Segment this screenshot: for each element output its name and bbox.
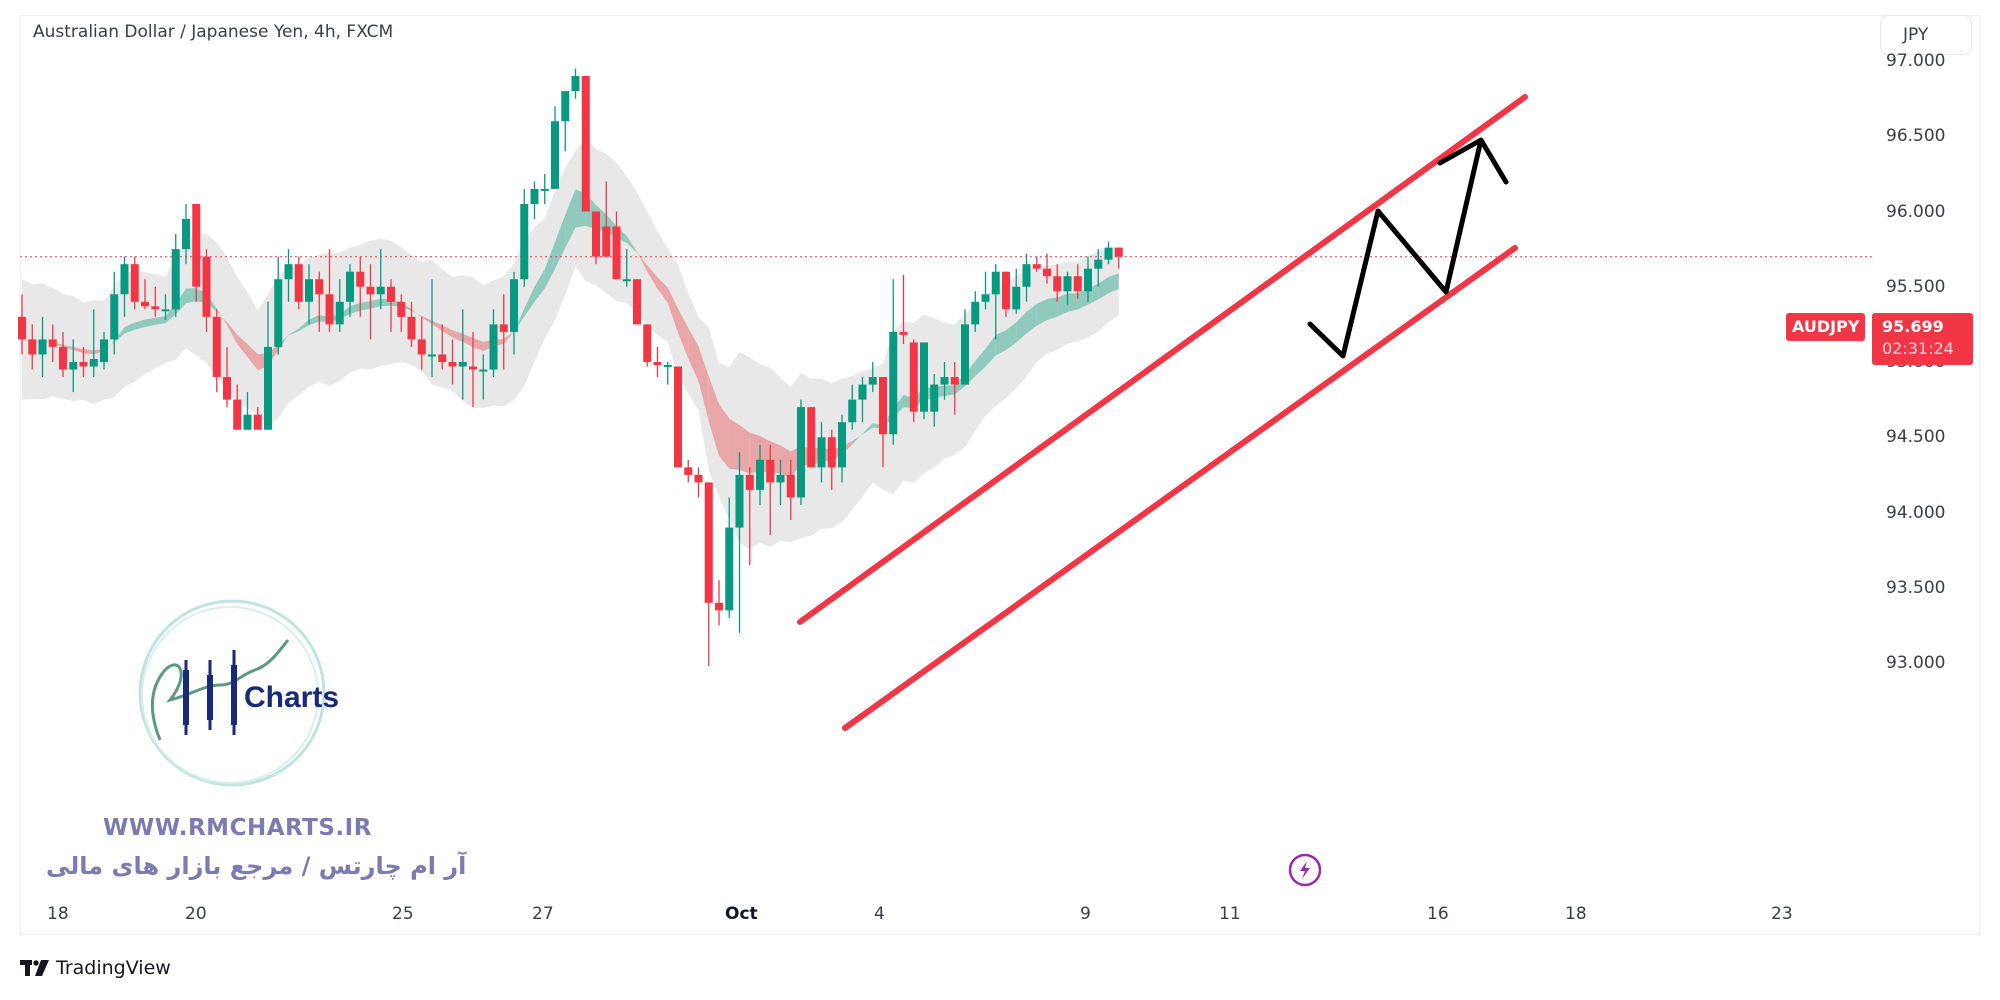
currency-selector[interactable]: JPY [1880, 15, 1972, 55]
time-tick: 9 [1080, 904, 1091, 924]
time-tick: Oct [725, 904, 758, 924]
chart-frame [20, 15, 1980, 935]
price-tick: 94.500 [1886, 427, 1946, 448]
time-tick: 23 [1771, 904, 1793, 924]
price-tick: 93.000 [1886, 653, 1946, 673]
price-tick: 96.500 [1886, 126, 1946, 147]
tradingview-icon [20, 959, 49, 976]
time-tick: 18 [1565, 904, 1587, 924]
time-tick: 27 [532, 904, 554, 924]
time-tick: 20 [185, 904, 207, 924]
time-tick: 25 [392, 904, 414, 924]
lightning-icon[interactable] [1288, 853, 1322, 887]
watermark-url: WWW.RMCHARTS.IR [103, 815, 372, 841]
symbol-badge: AUDJPY [1786, 313, 1866, 341]
rmcharts-logo: Charts [110, 595, 350, 795]
bar-countdown: 02:31:24 [1882, 339, 1954, 358]
time-tick: 18 [47, 904, 69, 924]
last-price-badge: 95.699 02:31:24 [1872, 313, 1973, 365]
price-tick: 94.000 [1886, 502, 1946, 523]
chart-title: Australian Dollar / Japanese Yen, 4h, FX… [33, 22, 394, 42]
price-tick: 96.000 [1886, 201, 1946, 222]
time-tick: 11 [1219, 904, 1241, 924]
tradingview-label: TradingView [56, 957, 171, 979]
time-tick: 16 [1427, 904, 1449, 924]
price-tick: 95.500 [1886, 276, 1946, 297]
tradingview-logo[interactable]: TradingView [20, 957, 171, 979]
price-tick: 93.500 [1886, 577, 1946, 598]
watermark-tagline: آر ام چارتس / مرجع بازار های مالی [46, 852, 467, 880]
price-tick: 97.000 [1886, 51, 1946, 71]
time-tick: 4 [874, 904, 885, 924]
last-price: 95.699 [1882, 317, 1944, 336]
logo-wordmark: Charts [244, 681, 339, 714]
